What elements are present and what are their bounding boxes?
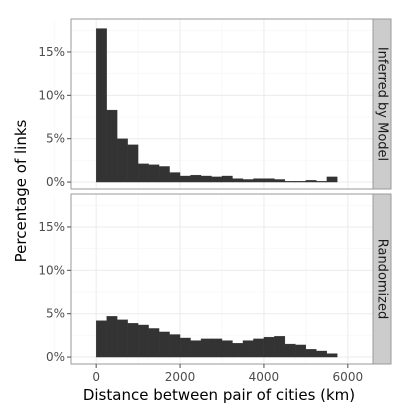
histogram-bar <box>106 109 118 183</box>
histogram-bar <box>127 323 139 358</box>
histogram-bar <box>316 181 328 183</box>
histogram-bar <box>253 178 265 183</box>
histogram-bar <box>284 343 296 358</box>
histogram-bar <box>284 181 296 183</box>
facet-strip <box>372 193 392 365</box>
y-tick-label: 5% <box>46 307 65 321</box>
y-tick-label: 10% <box>38 88 65 102</box>
y-tick-label: 5% <box>46 132 65 146</box>
y-tick-label: 0% <box>46 350 65 364</box>
histogram-bar <box>169 334 181 358</box>
x-axis-title: Distance between pair of cities (km) <box>83 386 355 404</box>
y-tick-label: 0% <box>46 175 65 189</box>
histogram-bar <box>190 340 202 358</box>
histogram-bar <box>96 28 107 183</box>
histogram-bar <box>326 176 338 183</box>
histogram-bar <box>158 166 170 183</box>
histogram-bar <box>200 338 212 358</box>
histogram-bar <box>169 172 181 183</box>
histogram-bar <box>274 336 286 358</box>
histogram-bar <box>274 179 286 183</box>
histogram-bar <box>242 340 254 358</box>
panel-1: 0% 5% 10% 15% Randomized 0 2000 4000 6000 <box>38 193 392 384</box>
histogram-bar <box>242 179 254 183</box>
histogram-bar <box>253 338 265 358</box>
facet-strip-label: Randomized <box>375 239 390 320</box>
histogram-bar <box>116 138 128 183</box>
histogram-bar <box>295 181 307 183</box>
y-tick-label: 15% <box>38 45 65 59</box>
histogram-bar <box>179 175 191 183</box>
histogram-bar <box>148 164 160 183</box>
facet-strip <box>372 18 392 190</box>
histogram-bar <box>116 319 128 358</box>
histogram-bar <box>305 180 317 183</box>
y-axis-title: Percentage of links <box>12 119 30 262</box>
histogram-bar <box>211 338 223 358</box>
x-tick-label: 2000 <box>165 370 196 384</box>
histogram-bar <box>158 331 170 358</box>
y-tick-label: 10% <box>38 263 65 277</box>
histogram-bar <box>200 175 212 183</box>
histogram-bar <box>221 340 233 358</box>
histogram-bar <box>326 353 338 358</box>
histogram-bar <box>263 178 275 183</box>
histogram-bar <box>137 163 149 183</box>
panel-0: 0% 5% 10% 15% Inferred by Model <box>38 18 392 190</box>
y-tick-label: 15% <box>38 220 65 234</box>
histogram-bar <box>127 144 139 183</box>
x-tick-label: 6000 <box>333 370 364 384</box>
histogram-bar <box>148 328 160 358</box>
histogram-bar <box>316 350 328 358</box>
histogram-bar <box>106 316 118 358</box>
facet-panels: 0% 5% 10% 15% Inferred by Model 0% 5% 10% 15% Ran… <box>38 18 392 384</box>
histogram-bar <box>190 174 202 183</box>
histogram-bar <box>263 336 275 358</box>
histogram-bar <box>211 176 223 183</box>
histogram-bar <box>221 175 233 183</box>
histogram-bar <box>96 320 107 358</box>
histogram-bar <box>232 343 244 358</box>
histogram-bar <box>232 178 244 183</box>
histogram-bar <box>137 324 149 358</box>
histogram-bar <box>305 349 317 358</box>
histogram-bar <box>179 337 191 358</box>
x-tick-label: 0 <box>92 370 100 384</box>
histogram-bar <box>295 344 307 358</box>
facet-strip-label: Inferred by Model <box>375 47 390 161</box>
x-tick-label: 4000 <box>249 370 280 384</box>
